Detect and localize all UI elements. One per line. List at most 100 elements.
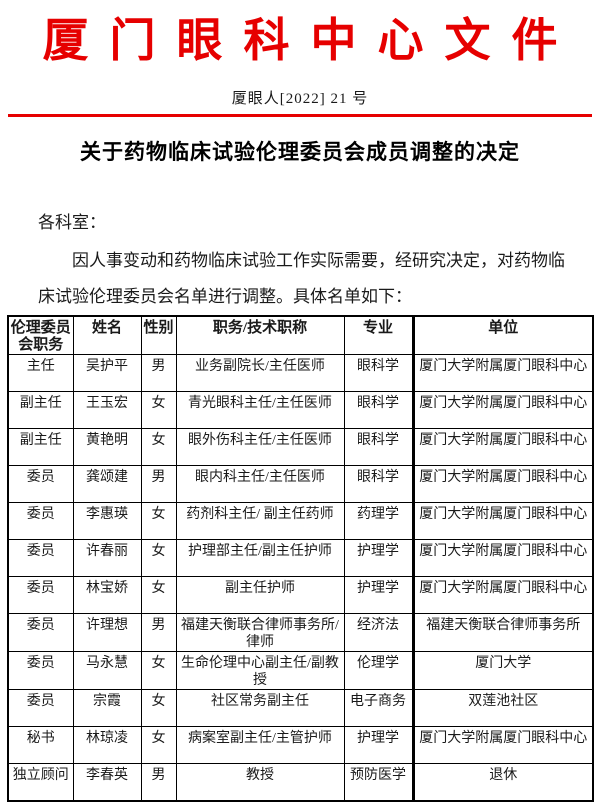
table-cell: 教授 [175,763,345,801]
table-cell: 宗霞 [72,689,142,727]
committee-table: 伦理委员会职务 姓名 性别 职务/技术职称 专业 单位 主任 吴护平男业务副院长/主任医师眼… [7,315,594,802]
table-cell: 社区常务副主任 [175,689,345,727]
table-cell: 林琼凌 [72,726,142,764]
table-cell: 林宝娇 [72,576,142,614]
table-cell: 男 [140,354,177,392]
table-cell: 李惠瑛 [72,502,142,540]
table-row: 秘书 林琼凌女病案室副主任/主管护师 护理学 厦门大学附属厦门眼科中心 [7,726,594,764]
table-row: 副主任 黄艳明女眼外伤科主任/主任医师 眼科学 厦门大学附属厦门眼科中心 [7,428,594,466]
table-header-cell-4: 专业 [343,315,415,355]
table-cell: 女 [140,539,177,577]
table-cell: 福建天衡联合律师事务所 [412,613,594,652]
table-cell: 护理部主任/副主任护师 [175,539,345,577]
table-cell: 病案室副主任/主管护师 [175,726,345,764]
table-cell: 眼科学 [343,354,415,392]
table-row: 委员 龚颂建男眼内科主任/主任医师 眼科学 厦门大学附属厦门眼科中心 [7,465,594,503]
table-row: 委员 许理想男福建天衡联合律师事务所/律师 经济法 福建天衡联合律师事务所 [7,613,594,652]
table-cell: 护理学 [343,726,415,764]
table-cell: 委员 [7,689,74,727]
table-cell: 男 [140,613,177,652]
table-cell: 眼内科主任/主任医师 [175,465,345,503]
table-row: 副主任 王玉宏女青光眼科主任/主任医师 眼科学 厦门大学附属厦门眼科中心 [7,391,594,429]
table-cell: 伦理学 [343,651,415,690]
table-cell: 李春英 [72,763,142,801]
table-cell: 主任 [7,354,74,392]
table-cell: 龚颂建 [72,465,142,503]
table-cell: 副主任 [7,391,74,429]
table-cell: 女 [140,689,177,727]
table-cell: 男 [140,763,177,801]
table-cell: 秘书 [7,726,74,764]
salutation: 各科室： [38,213,106,232]
table-cell: 许春丽 [72,539,142,577]
table-cell: 女 [140,391,177,429]
table-cell: 厦门大学附属厦门眼科中心 [412,726,594,764]
table-body: 主任 吴护平男业务副院长/主任医师 眼科学 厦门大学附属厦门眼科中心 副主任 王玉宏女青光… [7,354,594,801]
table-row: 委员 宗霞女社区常务副主任 电子商务 双莲池社区 [7,689,594,727]
table-cell: 电子商务 [343,689,415,727]
table-header-cell-3: 职务/技术职称 [175,315,345,355]
table-cell: 女 [140,651,177,690]
table-row: 委员 马永慧女生命伦理中心副主任/副教授 伦理学 厦门大学 [7,651,594,690]
table-cell: 退休 [412,763,594,801]
table-cell: 女 [140,428,177,466]
table-cell: 委员 [7,613,74,652]
table-cell: 厦门大学附属厦门眼科中心 [412,391,594,429]
table-row: 委员 许春丽女护理部主任/副主任护师 护理学 厦门大学附属厦门眼科中心 [7,539,594,577]
table-cell: 委员 [7,465,74,503]
table-row: 委员 李惠瑛女药剂科主任/ 副主任药师 药理学 厦门大学附属厦门眼科中心 [7,502,594,540]
committee-table-wrapper: 伦理委员会职务 姓名 性别 职务/技术职称 专业 单位 主任 吴护平男业务副院长/主任医师眼… [7,315,594,802]
table-cell: 女 [140,502,177,540]
table-cell: 马永慧 [72,651,142,690]
table-cell: 厦门大学附属厦门眼科中心 [412,354,594,392]
table-cell: 经济法 [343,613,415,652]
document-number: 厦眼人[2022] 21 号 [231,91,369,107]
table-cell: 厦门大学附属厦门眼科中心 [412,428,594,466]
table-cell: 副主任护师 [175,576,345,614]
table-header-cell-5: 单位 [412,315,594,355]
table-cell: 委员 [7,502,74,540]
table-cell: 厦门大学附属厦门眼科中心 [412,465,594,503]
table-cell: 厦门大学附属厦门眼科中心 [412,502,594,540]
table-cell: 女 [140,576,177,614]
table-cell: 药剂科主任/ 副主任药师 [175,502,345,540]
table-cell: 眼科学 [343,465,415,503]
table-cell: 药理学 [343,502,415,540]
red-letterhead-title: 厦门眼科中心文件 [42,15,579,66]
table-cell: 黄艳明 [72,428,142,466]
table-header-cell-0: 伦理委员会职务 [7,315,74,355]
table-header-cell-1: 姓名 [72,315,142,355]
table-cell: 护理学 [343,539,415,577]
body-paragraph-line-2: 床试验伦理委员会名单进行调整。具体名单如下： [38,287,412,306]
table-row: 独立顾问 李春英男教授 预防医学 退休 [7,763,594,801]
table-cell: 委员 [7,651,74,690]
table-header-row: 伦理委员会职务 姓名 性别 职务/技术职称 专业 单位 [7,315,594,355]
table-cell: 眼外伤科主任/主任医师 [175,428,345,466]
table-cell: 男 [140,465,177,503]
table-cell: 副主任 [7,428,74,466]
table-cell: 许理想 [72,613,142,652]
table-cell: 吴护平 [72,354,142,392]
table-cell: 预防医学 [343,763,415,801]
table-cell: 眼科学 [343,428,415,466]
table-row: 委员 林宝娇女副主任护师 护理学 厦门大学附属厦门眼科中心 [7,576,594,614]
table-head: 伦理委员会职务 姓名 性别 职务/技术职称 专业 单位 [7,315,594,355]
table-cell: 厦门大学附属厦门眼科中心 [412,576,594,614]
body-paragraph-line-1: 因人事变动和药物临床试验工作实际需要，经研究决定，对药物临 [72,251,565,270]
table-cell: 眼科学 [343,391,415,429]
table-cell: 女 [140,726,177,764]
table-cell: 委员 [7,576,74,614]
table-cell: 厦门大学 [412,651,594,690]
table-cell: 独立顾问 [7,763,74,801]
table-cell: 委员 [7,539,74,577]
table-cell: 王玉宏 [72,391,142,429]
red-divider-line [8,114,592,117]
table-header-cell-2: 性别 [140,315,177,355]
table-cell: 青光眼科主任/主任医师 [175,391,345,429]
table-row: 主任 吴护平男业务副院长/主任医师 眼科学 厦门大学附属厦门眼科中心 [7,354,594,392]
table-cell: 护理学 [343,576,415,614]
table-cell: 厦门大学附属厦门眼科中心 [412,539,594,577]
table-cell: 业务副院长/主任医师 [175,354,345,392]
document-title: 关于药物临床试验伦理委员会成员调整的决定 [80,140,520,164]
